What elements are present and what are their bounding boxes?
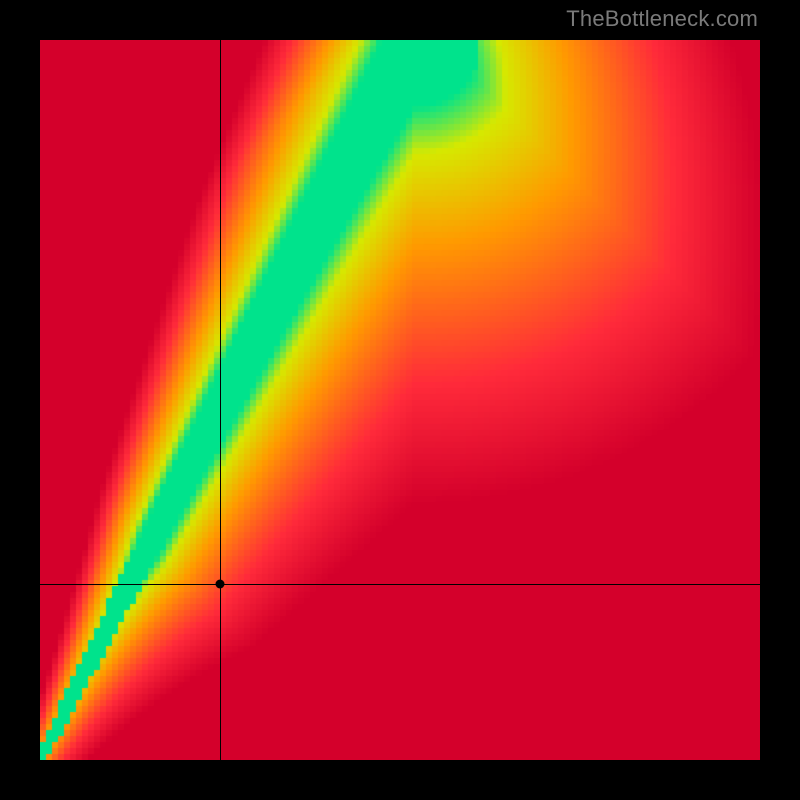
watermark-text: TheBottleneck.com [566, 6, 758, 32]
heatmap-canvas [40, 40, 760, 760]
heatmap-plot-area [40, 40, 760, 760]
crosshair-horizontal [40, 584, 760, 585]
marker-dot [216, 579, 225, 588]
crosshair-vertical [220, 40, 221, 760]
